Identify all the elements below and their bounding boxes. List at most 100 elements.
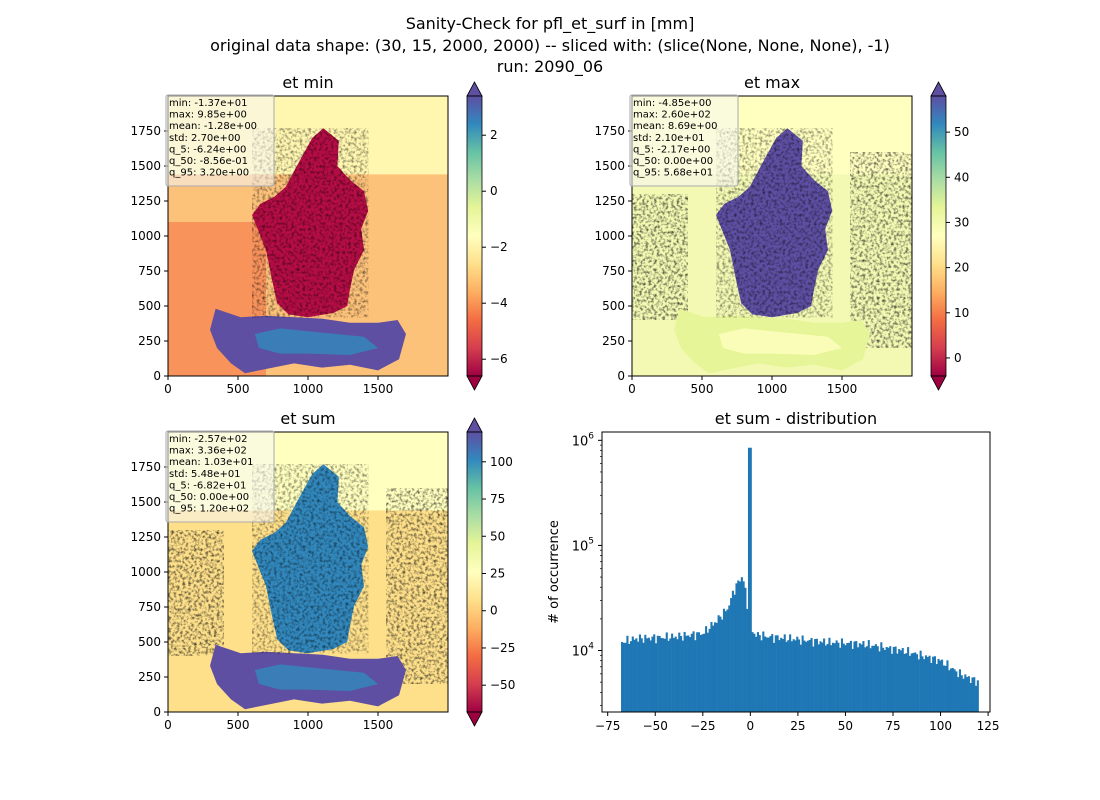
histogram-bar xyxy=(678,632,681,712)
histogram-bar xyxy=(703,633,706,712)
histogram-bar xyxy=(933,656,936,712)
x-tick-label: −25 xyxy=(690,719,715,733)
histogram-bar xyxy=(783,634,786,712)
histogram-bar xyxy=(949,668,953,712)
histogram-bar xyxy=(728,605,731,712)
x-tick-label: 1500 xyxy=(363,382,394,396)
histogram-bar xyxy=(962,678,965,712)
histogram-bar xyxy=(637,641,640,712)
histogram-bar xyxy=(894,646,897,712)
colorbar-tick-label: 50 xyxy=(954,125,969,139)
histogram-bar xyxy=(665,632,668,712)
colorbar xyxy=(931,96,946,376)
colorbar-frame xyxy=(466,95,483,377)
colorbar-tick-label: 30 xyxy=(954,215,969,229)
histogram-bar xyxy=(958,669,962,712)
histogram-bar xyxy=(853,641,856,712)
heatmap-alps-inner xyxy=(254,328,378,355)
y-tick-label: 1250 xyxy=(130,194,161,208)
histogram-bar xyxy=(774,635,777,712)
heatmap-west-speckle xyxy=(632,194,688,320)
histogram-bar xyxy=(928,655,931,712)
y-tick-label: 1500 xyxy=(130,159,161,173)
histogram-bar xyxy=(810,637,813,712)
histogram-bar xyxy=(694,640,697,712)
histogram-bar xyxy=(817,644,820,712)
histogram-bar xyxy=(744,587,747,712)
histogram-bar xyxy=(862,641,865,712)
histogram-bar xyxy=(739,581,742,712)
histogram-bar xyxy=(747,447,751,712)
histogram-bar xyxy=(939,660,942,712)
distribution-ylabel: # of occurrence xyxy=(547,520,562,624)
histogram-bar xyxy=(696,632,699,712)
y-tick-label: 750 xyxy=(602,264,625,278)
histogram-bar xyxy=(823,638,826,712)
histogram-bar xyxy=(815,638,818,712)
colorbar-tick-label: −25 xyxy=(490,641,515,655)
y-tick-label: 106 xyxy=(572,431,595,449)
histogram-bar xyxy=(955,671,958,712)
histogram-bar xyxy=(644,634,647,712)
histogram-bar xyxy=(726,609,729,712)
histogram-bar xyxy=(971,677,974,712)
histogram-bar xyxy=(753,633,756,712)
colorbar-tick-label: 0 xyxy=(490,184,498,198)
histogram-bar xyxy=(787,640,790,712)
colorbar-tick-label: 100 xyxy=(490,455,513,469)
histogram-bar xyxy=(622,642,625,712)
histogram-bar xyxy=(722,608,726,712)
histogram-bar xyxy=(796,636,799,712)
histogram-bar xyxy=(697,632,700,712)
histogram-bar xyxy=(848,642,851,712)
x-tick-label: 1500 xyxy=(363,718,394,732)
histogram-bar xyxy=(676,639,679,712)
histogram-bar xyxy=(681,640,684,712)
histogram-bar xyxy=(733,594,736,712)
heatmap-east-speckle xyxy=(386,488,448,684)
stats-line: mean: 1.03e+01 xyxy=(169,457,253,468)
histogram-bar xyxy=(839,647,842,712)
stats-box xyxy=(629,94,739,187)
et-min-panel: et min 0 500 1000 1500 0 250 500 750 1000 1250 150… xyxy=(130,73,507,396)
colorbar-extend-max xyxy=(466,81,483,97)
heatmap-central-texture xyxy=(716,128,833,318)
stats-line: q_50: 0.00e+00 xyxy=(169,492,249,503)
y-tick-label: 250 xyxy=(602,334,625,348)
y-tick-label: 1750 xyxy=(594,124,625,138)
stats-line: q_95: 1.20e+02 xyxy=(169,504,249,515)
histogram-bar xyxy=(649,640,652,712)
histogram-bar xyxy=(740,577,743,712)
heatmap-alps-inner xyxy=(718,328,842,355)
colorbar-tick-label: 20 xyxy=(954,261,969,275)
histogram-bar xyxy=(631,636,634,712)
histogram-bar xyxy=(878,651,881,712)
et-max-panel: et max 0 500 1000 1500025050075010001250150… xyxy=(594,73,969,396)
stats-line: q_95: 5.68e+01 xyxy=(633,168,713,179)
colorbar xyxy=(467,96,482,376)
histogram-bar xyxy=(941,659,944,712)
histogram-bar xyxy=(923,659,926,712)
colorbar-tick-label: 0 xyxy=(954,351,962,365)
histogram-bar xyxy=(935,664,938,712)
histogram-bar xyxy=(892,646,895,712)
histogram-bar xyxy=(973,677,976,712)
histogram-bar xyxy=(908,655,911,712)
histogram-bar xyxy=(735,583,738,712)
histogram-bar xyxy=(828,637,831,712)
histogram-bar xyxy=(767,637,770,712)
histogram-bar xyxy=(756,632,759,712)
x-tick-label: 100 xyxy=(929,719,952,733)
y-tick-label: 1750 xyxy=(130,460,161,474)
histogram-bar xyxy=(835,640,838,712)
histogram-bar xyxy=(905,653,908,712)
histogram-bar xyxy=(960,675,963,712)
histogram-bar xyxy=(876,646,879,712)
colorbar-tick-label: 10 xyxy=(954,306,969,320)
x-tick-label: 1000 xyxy=(293,718,324,732)
histogram-bar xyxy=(924,655,928,712)
histogram-bar xyxy=(942,665,945,712)
stats-line: min: -4.85e+00 xyxy=(633,98,712,109)
histogram-bar xyxy=(806,640,810,712)
